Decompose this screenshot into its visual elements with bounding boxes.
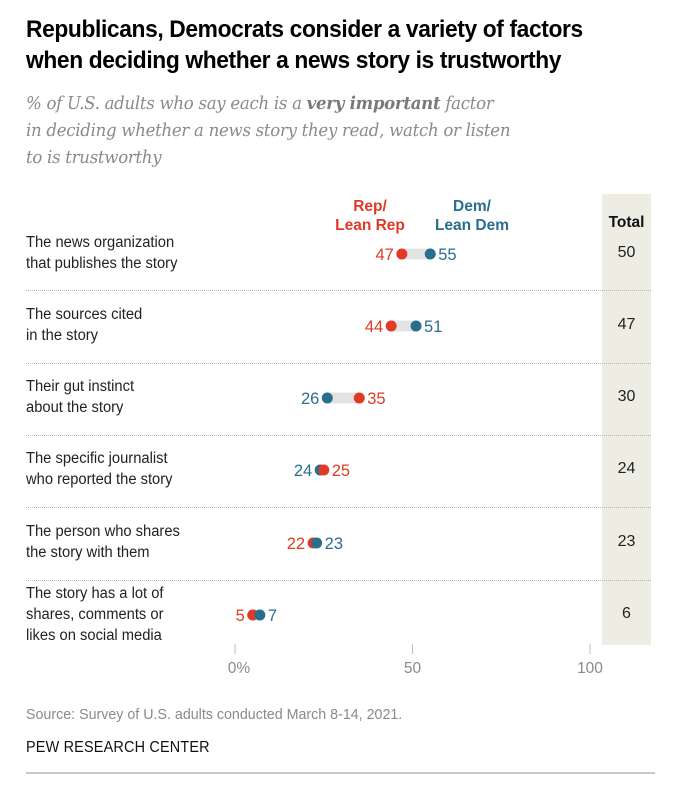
total-value: 23 (617, 533, 636, 550)
row-label-line: who reported the story (26, 471, 173, 488)
total-header: Total (608, 214, 645, 231)
rep-dot (318, 464, 330, 476)
dem-value-label: 23 (325, 535, 343, 553)
dem-value-label: 51 (424, 318, 442, 336)
x-axis-tick-label: 50 (403, 660, 422, 677)
row-label-line: likes on social media (26, 627, 162, 644)
subtitle-line-2: in deciding whether a news story they re… (26, 120, 511, 141)
rep-value-label: 25 (332, 462, 350, 480)
row-label-line: The specific journalist (26, 450, 168, 467)
bottom-rule (26, 772, 655, 774)
dem-value-label: 7 (268, 607, 277, 625)
subtitle-line-1: % of U.S. adults who say each is a very … (26, 90, 596, 117)
rep-value-label: 47 (375, 246, 393, 264)
dem-dot (424, 248, 436, 260)
total-value: 50 (617, 244, 636, 261)
legend-rep-line-1: Rep/ (353, 198, 387, 215)
row-separator (26, 435, 651, 436)
row-label-line: The sources cited (26, 306, 143, 323)
row-label: The specific journalist who reported the … (26, 448, 235, 490)
row-label-line: about the story (26, 399, 124, 416)
chart-title: Republicans, Democrats consider a variet… (26, 14, 631, 76)
dem-value-label: 26 (301, 390, 319, 408)
total-value: 47 (617, 316, 636, 333)
legend-dem-line-2: Lean Dem (434, 217, 510, 234)
dem-value-label: 55 (438, 246, 456, 264)
dem-dot (311, 537, 323, 549)
legend-rep: Rep/ Lean Rep (320, 197, 420, 235)
rep-dot (353, 392, 365, 404)
total-value: 6 (622, 605, 631, 622)
dem-dot (254, 609, 266, 621)
total-value: 24 (617, 460, 636, 477)
rep-dot (385, 320, 397, 332)
row-label: Their gut instinct about the story (26, 376, 235, 418)
row-label-line: Their gut instinct (26, 378, 135, 395)
chart-title-line-1: Republicans, Democrats consider a variet… (26, 16, 583, 43)
rep-value-label: 5 (236, 607, 245, 625)
dem-dot (321, 392, 333, 404)
subtitle-emphasis: very important (306, 93, 441, 114)
row-label-line: that publishes the story (26, 255, 178, 272)
row-label-line: shares, comments or (26, 606, 164, 623)
chart-subtitle: % of U.S. adults who say each is a very … (26, 90, 596, 171)
row-label-line: The person who shares (26, 523, 180, 540)
total-column-background (602, 194, 651, 645)
row-separator (26, 290, 651, 291)
row-label: The sources cited in the story (26, 304, 235, 346)
total-value: 30 (617, 388, 636, 405)
row-label-line: The news organization (26, 234, 175, 251)
legend-rep-line-2: Lean Rep (335, 217, 405, 234)
rep-value-label: 44 (365, 318, 383, 336)
rep-value-label: 35 (367, 390, 385, 408)
dem-dot (410, 320, 422, 332)
row-label-line: The story has a lot of (26, 585, 164, 602)
row-separator (26, 363, 651, 364)
row-label-line: in the story (26, 327, 99, 344)
row-separator (26, 580, 651, 581)
chart-title-line-2: when deciding whether a news story is tr… (26, 47, 562, 74)
row-label: The person who shares the story with them (26, 521, 235, 563)
subtitle-post: factor (440, 93, 494, 114)
rep-dot (396, 248, 408, 260)
row-label: The news organization that publishes the … (26, 232, 235, 274)
rep-value-label: 22 (287, 535, 305, 553)
subtitle-line-3: to is trustworthy (26, 147, 162, 168)
dem-value-label: 24 (294, 462, 312, 480)
row-label-line: the story with them (26, 544, 150, 561)
subtitle-pre: % of U.S. adults who say each is a (26, 93, 307, 114)
row-label: The story has a lot of shares, comments o… (26, 583, 235, 646)
x-axis-tick-label: 0% (227, 660, 251, 677)
row-separator (26, 507, 651, 508)
x-axis-tick-label: 100 (577, 660, 603, 677)
brand-label: PEW RESEARCH CENTER (26, 739, 210, 756)
source-note: Source: Survey of U.S. adults conducted … (26, 706, 403, 723)
legend-dem: Dem/ Lean Dem (424, 197, 520, 235)
legend-dem-line-1: Dem/ (453, 198, 491, 215)
